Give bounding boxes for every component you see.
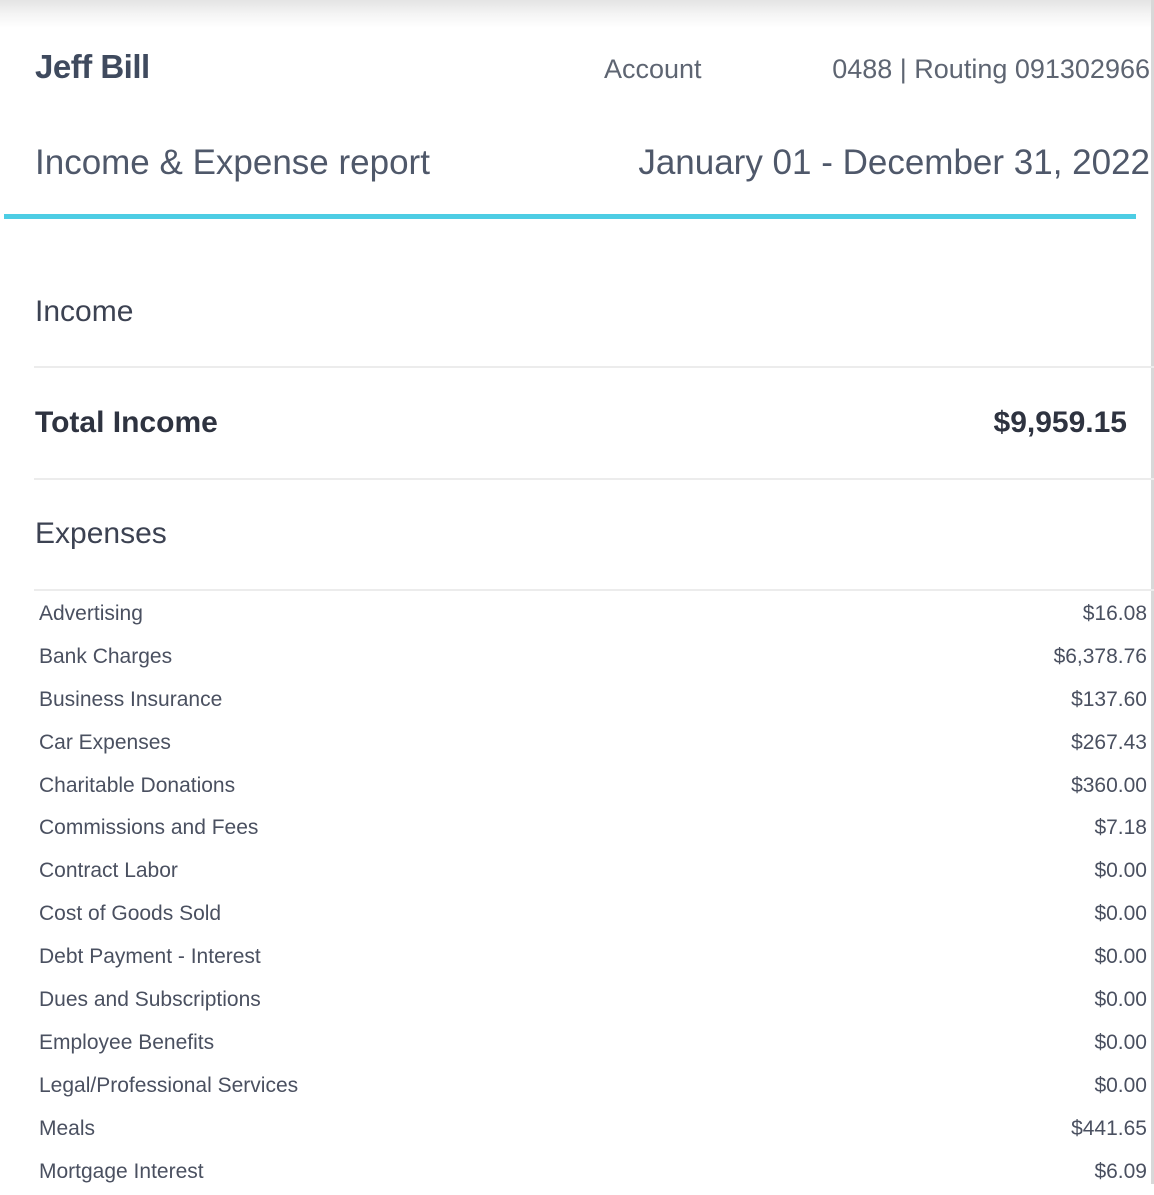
expense-amount: $441.65	[1071, 1116, 1147, 1140]
expense-row: Cost of Goods Sold $0.00	[39, 895, 1147, 938]
expense-amount: $0.00	[1094, 945, 1147, 969]
account-label: Account	[604, 54, 702, 84]
expense-category: Contract Labor	[39, 859, 178, 883]
expense-category: Charitable Donations	[39, 773, 236, 797]
expense-row: Contract Labor $0.00	[39, 852, 1147, 895]
expense-row: Debt Payment - Interest $0.00	[39, 938, 1147, 981]
top-shadow	[0, 0, 1154, 28]
expense-row: Charitable Donations $360.00	[39, 767, 1147, 810]
expense-category: Car Expenses	[39, 730, 171, 754]
page-edge	[1151, 0, 1154, 1184]
expense-category: Employee Benefits	[39, 1030, 215, 1054]
expense-amount: $0.00	[1094, 988, 1147, 1012]
expense-category: Mortgage Interest	[39, 1159, 204, 1183]
expense-row: Car Expenses $267.43	[39, 724, 1147, 767]
expense-category: Meals	[39, 1116, 96, 1140]
expense-category: Legal/Professional Services	[39, 1073, 299, 1097]
expense-row: Advertising $16.08	[39, 595, 1147, 638]
expense-amount: $7.18	[1094, 816, 1147, 840]
account-routing-number: 0488 | Routing 091302966	[832, 54, 1150, 84]
expense-category: Commissions and Fees	[39, 816, 259, 840]
expense-list: Advertising $16.08 Bank Charges $6,378.76 Bu…	[39, 595, 1147, 1195]
expense-category: Debt Payment - Interest	[39, 945, 261, 969]
expense-row: Employee Benefits $0.00	[39, 1024, 1147, 1067]
income-divider	[34, 366, 1154, 368]
expense-category: Business Insurance	[39, 687, 223, 711]
expense-amount: $360.00	[1071, 773, 1147, 797]
report-title-row: Income & Expense report January 01 - Dec…	[35, 143, 1150, 191]
accent-divider	[4, 214, 1136, 219]
expenses-divider	[34, 589, 1154, 591]
expense-amount: $16.08	[1082, 602, 1147, 625]
expense-amount: $0.00	[1094, 1073, 1147, 1097]
expenses-heading: Expenses	[35, 517, 167, 550]
report-header: Jeff Bill Account 0488 | Routing 0913029…	[35, 48, 1150, 90]
expense-row: Meals $441.65	[39, 1110, 1147, 1153]
report-title: Income & Expense report	[35, 143, 430, 182]
expense-amount: $6.09	[1094, 1159, 1147, 1183]
expense-category: Advertising	[39, 602, 143, 625]
expense-amount: $0.00	[1094, 1030, 1147, 1054]
income-heading: Income	[35, 295, 134, 328]
total-income-label: Total Income	[35, 406, 218, 439]
total-income-divider	[34, 478, 1154, 480]
expense-amount: $267.43	[1071, 730, 1147, 754]
expense-row: Business Insurance $137.60	[39, 681, 1147, 724]
account-holder-name: Jeff Bill	[35, 48, 150, 85]
total-income-value: $9,959.15	[993, 406, 1127, 439]
expense-amount: $137.60	[1071, 687, 1147, 711]
expense-row: Legal/Professional Services $0.00	[39, 1067, 1147, 1110]
expense-category: Cost of Goods Sold	[39, 902, 222, 926]
expense-row: Commissions and Fees $7.18	[39, 809, 1147, 852]
expense-amount: $6,378.76	[1053, 644, 1147, 668]
expense-row: Dues and Subscriptions $0.00	[39, 981, 1147, 1024]
report-period: January 01 - December 31, 2022	[638, 143, 1150, 182]
expense-category: Bank Charges	[39, 644, 173, 668]
expense-amount: $0.00	[1094, 902, 1147, 926]
expense-amount: $0.00	[1094, 859, 1147, 883]
expense-row: Bank Charges $6,378.76	[39, 638, 1147, 681]
expense-category: Dues and Subscriptions	[39, 988, 261, 1012]
expense-row: Mortgage Interest $6.09	[39, 1153, 1147, 1195]
